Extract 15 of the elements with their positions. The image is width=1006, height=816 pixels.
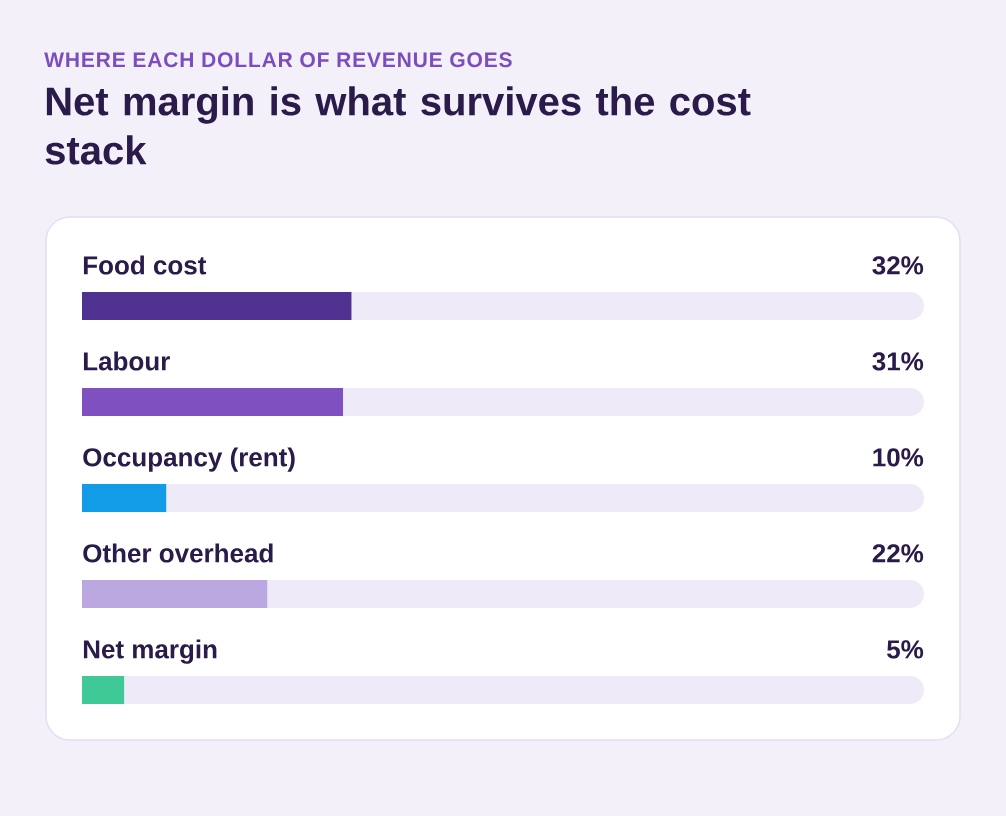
y-tick-label: Labour	[83, 351, 170, 371]
bar	[82, 483, 167, 512]
bar	[82, 579, 268, 608]
data-label: 31%	[872, 352, 924, 371]
data-label: 22%	[872, 544, 924, 563]
data-label: 5%	[887, 640, 924, 659]
bar	[82, 675, 125, 704]
data-label: 10%	[873, 448, 924, 467]
y-tick-label: Net margin	[83, 639, 217, 664]
data-label: 32%	[872, 256, 924, 275]
chart-subtitle: WHERE EACH DOLLAR OF REVENUE GOES	[44, 52, 512, 68]
y-tick-label: Food cost	[83, 255, 207, 275]
y-tick-label: Other overhead	[83, 543, 273, 563]
chart-title: Net margin is what survives the cost stack	[45, 86, 751, 165]
y-tick-label: Occupancy (rent)	[83, 447, 295, 472]
